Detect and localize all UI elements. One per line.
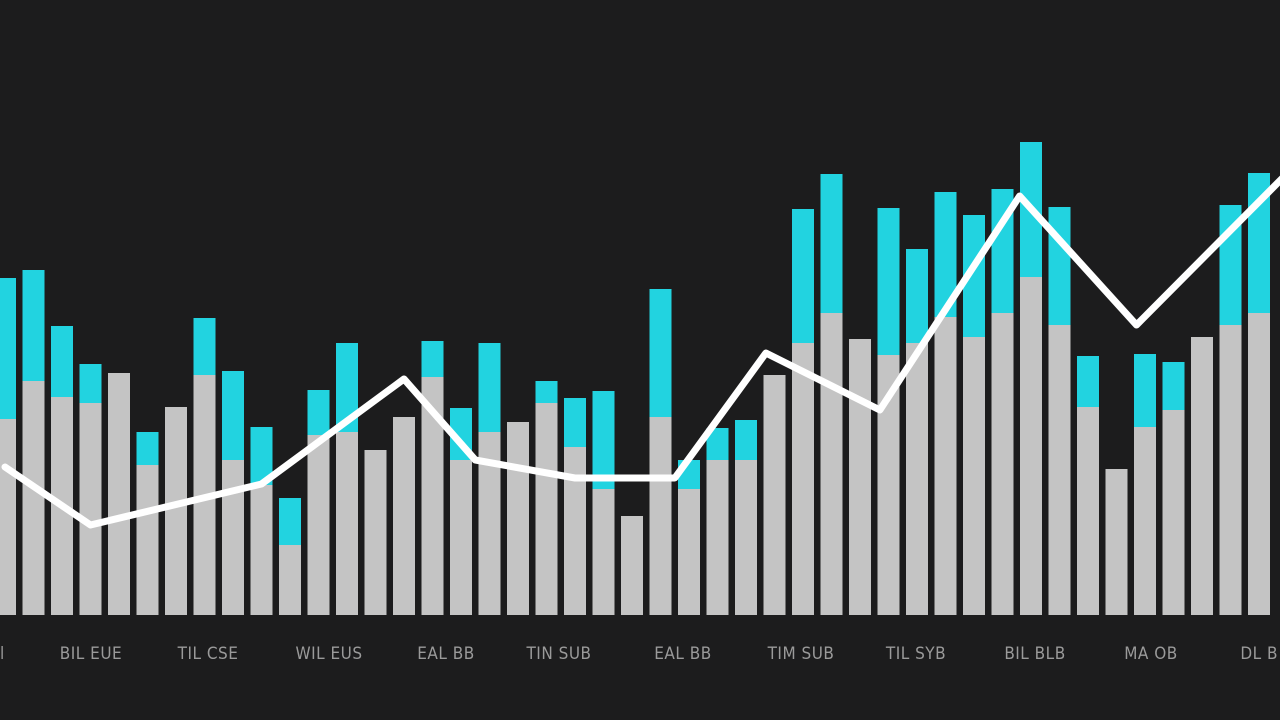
bar-segment-base bbox=[22, 381, 45, 615]
bar-segment-top bbox=[934, 192, 957, 317]
bar-segment-base bbox=[507, 422, 529, 615]
bar-segment-base bbox=[250, 485, 273, 615]
bar-segment-top bbox=[792, 209, 814, 343]
bar-segment-base bbox=[820, 313, 843, 615]
bar-segment-top bbox=[1134, 354, 1156, 427]
bar-segment-base bbox=[1077, 407, 1099, 615]
bar-segment-top bbox=[1077, 356, 1099, 407]
bar-segment-base bbox=[450, 460, 472, 615]
bar-segment-base bbox=[564, 447, 586, 615]
bar-segment-base bbox=[1048, 325, 1071, 615]
bar-segment-base bbox=[364, 450, 387, 615]
bar-segment-top bbox=[963, 215, 985, 337]
x-tick-label: TIL CSE bbox=[177, 644, 239, 664]
bar-segment-top bbox=[51, 326, 73, 397]
bar-segment-base bbox=[877, 355, 900, 615]
bar-segment-base bbox=[906, 343, 928, 615]
x-tick-label: MA OB bbox=[1124, 644, 1178, 664]
bar-segment-base bbox=[136, 465, 159, 615]
x-tick-label: TIN SUB bbox=[525, 644, 591, 664]
bar-segment-base bbox=[535, 403, 558, 615]
bar-segment-base bbox=[763, 375, 786, 615]
bar-segment-base bbox=[792, 343, 814, 615]
bar-segment-base bbox=[735, 460, 757, 615]
x-tick-label: TIM SUB bbox=[767, 644, 835, 664]
bar-segment-top bbox=[22, 270, 45, 381]
bar-segment-base bbox=[79, 403, 102, 615]
bar-segment-base bbox=[621, 516, 643, 615]
x-tick-label: DL B bbox=[1240, 644, 1278, 664]
bar-segment-top bbox=[820, 174, 843, 313]
bar-segment-top bbox=[906, 249, 928, 343]
bar-segment-base bbox=[849, 339, 871, 615]
bar-segment-top bbox=[79, 364, 102, 403]
x-tick-label: BIL BLB bbox=[1004, 644, 1065, 664]
bar-segment-base bbox=[706, 460, 729, 615]
bar-segment-top bbox=[336, 343, 358, 432]
x-tick-label-partial: l bbox=[0, 644, 5, 664]
bar-segment-base bbox=[165, 407, 187, 615]
bar-segment-base bbox=[478, 432, 501, 615]
bar-segment-top bbox=[0, 278, 16, 419]
x-tick-label: EAL BB bbox=[417, 644, 474, 664]
bar-segment-base bbox=[336, 432, 358, 615]
bar-segment-top bbox=[735, 420, 757, 460]
bar-segment-base bbox=[1219, 325, 1242, 615]
bar-segment-base bbox=[279, 545, 301, 615]
bar-segment-top bbox=[535, 381, 558, 403]
trend-line bbox=[1, 175, 1280, 529]
bar-segment-base bbox=[678, 489, 700, 615]
bar-segment-base bbox=[108, 373, 130, 615]
bar-segment-base bbox=[934, 317, 957, 615]
bar-segment-base bbox=[0, 419, 16, 615]
bar-segment-base bbox=[393, 417, 415, 615]
bar-segment-base bbox=[1162, 410, 1185, 615]
bar-segment-base bbox=[963, 337, 985, 615]
bar-segment-base bbox=[1134, 427, 1156, 615]
bar-segment-base bbox=[222, 460, 244, 615]
bar-segment-top bbox=[193, 318, 216, 375]
bar-segment-top bbox=[877, 208, 900, 355]
bar-segment-top bbox=[136, 432, 159, 465]
x-tick-label: EAL BB bbox=[654, 644, 711, 664]
bar-segment-top bbox=[222, 371, 244, 460]
bar-segment-base bbox=[1020, 277, 1042, 615]
bar-segment-top bbox=[421, 341, 444, 377]
bar-segment-top bbox=[478, 343, 501, 432]
bar-segment-top bbox=[250, 427, 273, 485]
bar-segment-top bbox=[592, 391, 615, 489]
bar-segment-base bbox=[1248, 313, 1270, 615]
bar-segment-base bbox=[1191, 337, 1213, 615]
bar-segment-top bbox=[706, 428, 729, 460]
x-tick-label: BIL EUE bbox=[60, 644, 122, 664]
bar-segment-top bbox=[564, 398, 586, 447]
bar-segment-top bbox=[279, 498, 301, 545]
bar-segment-top bbox=[1048, 207, 1071, 325]
bar-segment-base bbox=[307, 435, 330, 615]
bar-segment-top bbox=[1162, 362, 1185, 410]
x-axis-tick-labels: l BIL EUE TIL CSE WIL EUS EAL BB TIN SUB… bbox=[0, 644, 1278, 664]
bar-segment-base bbox=[991, 313, 1014, 615]
bar-segment-base bbox=[421, 377, 444, 615]
x-tick-label: WIL EUS bbox=[295, 644, 362, 664]
x-tick-label: TIL SYB bbox=[885, 644, 946, 664]
bar-segment-top bbox=[649, 289, 672, 417]
bar-segment-base bbox=[649, 417, 672, 615]
bar-segment-base bbox=[592, 489, 615, 615]
bars-layer bbox=[0, 142, 1270, 615]
bar-segment-top bbox=[307, 390, 330, 435]
bar-segment-base bbox=[1105, 469, 1128, 615]
